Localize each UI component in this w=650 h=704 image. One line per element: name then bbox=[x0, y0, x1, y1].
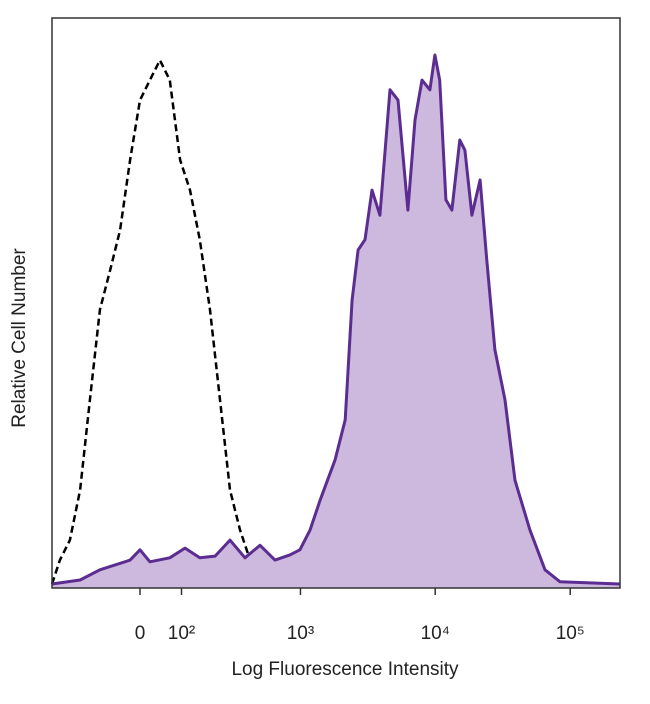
y-axis-label: Relative Cell Number bbox=[9, 248, 30, 428]
series-area bbox=[52, 55, 620, 588]
plot-frame bbox=[51, 17, 621, 589]
x-tick-label: 10⁵ bbox=[556, 623, 585, 644]
x-tick-label: 10⁴ bbox=[421, 623, 450, 644]
x-tick-label: 0 bbox=[135, 623, 146, 644]
x-tick-label: 10³ bbox=[287, 623, 314, 644]
x-tick-label: 10² bbox=[168, 623, 195, 644]
x-axis-label: Log Fluorescence Intensity bbox=[231, 659, 459, 680]
plot-area bbox=[50, 53, 621, 588]
series-line bbox=[51, 53, 621, 586]
